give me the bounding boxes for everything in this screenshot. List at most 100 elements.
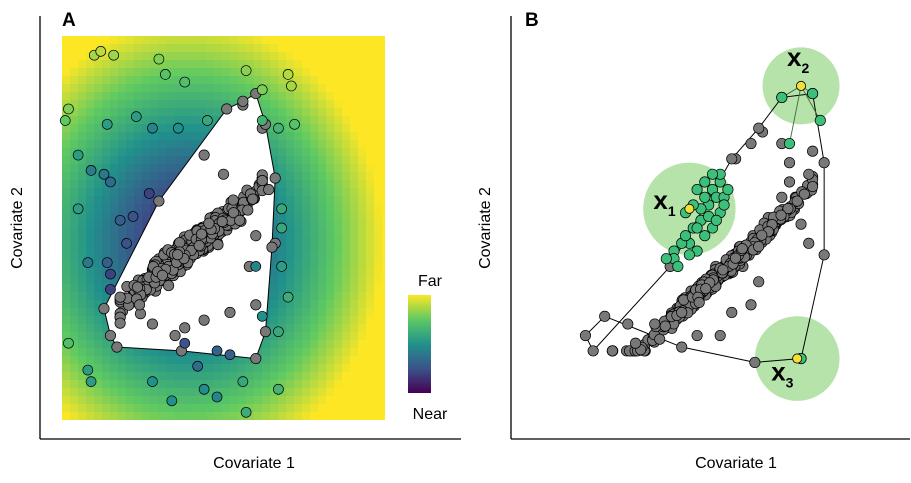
heatmap-cell	[350, 332, 359, 341]
data-point	[629, 337, 642, 349]
heatmap-cell	[134, 60, 143, 69]
heatmap-cell	[334, 148, 343, 157]
heatmap-cell	[78, 252, 87, 261]
heatmap-cell	[158, 92, 167, 101]
heatmap-cell	[230, 388, 239, 397]
heatmap-cell	[302, 172, 311, 181]
heatmap-cell	[118, 244, 127, 253]
heatmap-cell	[142, 388, 151, 397]
heatmap-cell	[350, 156, 359, 165]
heatmap-cell	[286, 60, 295, 69]
heatmap-cell	[182, 404, 191, 413]
heatmap-cell	[230, 372, 239, 381]
heatmap-cell	[126, 372, 135, 381]
heatmap-cell	[294, 380, 303, 389]
heatmap-cell	[86, 308, 95, 317]
heatmap-cell	[302, 396, 311, 405]
heatmap-cell	[262, 356, 271, 365]
heatmap-cell	[142, 372, 151, 381]
data-point	[807, 180, 819, 193]
heatmap-cell	[222, 396, 231, 405]
heatmap-cell	[294, 356, 303, 365]
heatmap-cell	[102, 340, 111, 349]
outside-point	[256, 84, 268, 96]
heatmap-cell	[126, 68, 135, 77]
heatmap-cell	[174, 396, 183, 405]
heatmap-cell	[334, 196, 343, 205]
heatmap-cell	[310, 100, 319, 109]
heatmap-cell	[190, 76, 199, 85]
heatmap-cell	[326, 220, 335, 229]
heatmap-cell	[166, 348, 175, 357]
heatmap-cell	[318, 212, 327, 221]
data-point	[807, 145, 819, 157]
heatmap-cell	[326, 124, 335, 133]
heatmap-cell	[358, 220, 367, 229]
hull-point	[818, 249, 830, 261]
heatmap-cell	[366, 156, 375, 165]
neighbor-point	[807, 88, 819, 100]
heatmap-cell	[118, 380, 127, 389]
heatmap-cell	[350, 412, 359, 420]
heatmap-cell	[86, 124, 95, 133]
heatmap-cell	[318, 252, 327, 261]
heatmap-cell	[126, 220, 135, 229]
heatmap-cell	[318, 284, 327, 293]
heatmap-cell	[358, 324, 367, 333]
heatmap-cell	[222, 388, 231, 397]
heatmap-cell	[206, 124, 215, 133]
heatmap-cell	[78, 180, 87, 189]
heatmap-cell	[342, 268, 351, 277]
heatmap-cell	[78, 308, 87, 317]
heatmap-cell	[62, 164, 71, 173]
heatmap-cell	[62, 44, 71, 53]
heatmap-cell	[310, 276, 319, 285]
heatmap-cell	[166, 84, 175, 93]
heatmap-cell	[70, 252, 79, 261]
heatmap-cell	[294, 44, 303, 53]
outside-point	[85, 165, 97, 176]
heatmap-cell	[182, 132, 191, 141]
data-point	[795, 218, 807, 230]
heatmap-cell	[334, 404, 343, 413]
heatmap-cell	[286, 140, 295, 149]
heatmap-cell	[134, 196, 143, 205]
heatmap-cell	[134, 84, 143, 93]
heatmap-cell	[350, 404, 359, 413]
heatmap-cell	[302, 100, 311, 109]
heatmap-cell	[350, 76, 359, 85]
heatmap-cell	[214, 404, 223, 413]
heatmap-cell	[366, 252, 375, 261]
heatmap-cell	[246, 36, 255, 45]
heatmap-cell	[374, 364, 383, 373]
heatmap-cell	[62, 188, 71, 197]
heatmap-cell	[366, 236, 375, 245]
heatmap-cell	[110, 172, 119, 181]
heatmap-cell	[174, 60, 183, 69]
heatmap-cell	[254, 60, 263, 69]
heatmap-cell	[246, 76, 255, 85]
heatmap-cell	[206, 36, 215, 45]
heatmap-cell	[94, 76, 103, 85]
heatmap-cell	[350, 340, 359, 349]
heatmap-cell	[110, 388, 119, 397]
heatmap-cell	[110, 252, 119, 261]
heatmap-cell	[94, 364, 103, 373]
heatmap-cell	[110, 244, 119, 253]
heatmap-cell	[86, 300, 95, 309]
heatmap-cell	[126, 132, 135, 141]
heatmap-cell	[318, 300, 327, 309]
heatmap-cell	[102, 108, 111, 117]
heatmap-cell	[142, 156, 151, 165]
neighbor-point	[699, 176, 711, 188]
heatmap-cell	[150, 140, 159, 149]
heatmap-cell	[118, 388, 127, 397]
data-point	[203, 217, 215, 229]
heatmap-cell	[206, 76, 215, 85]
heatmap-cell	[374, 348, 383, 357]
heatmap-cell	[270, 324, 279, 333]
heatmap-cell	[366, 412, 375, 420]
heatmap-cell	[326, 236, 335, 245]
heatmap-cell	[86, 84, 95, 93]
heatmap-cell	[366, 356, 375, 365]
